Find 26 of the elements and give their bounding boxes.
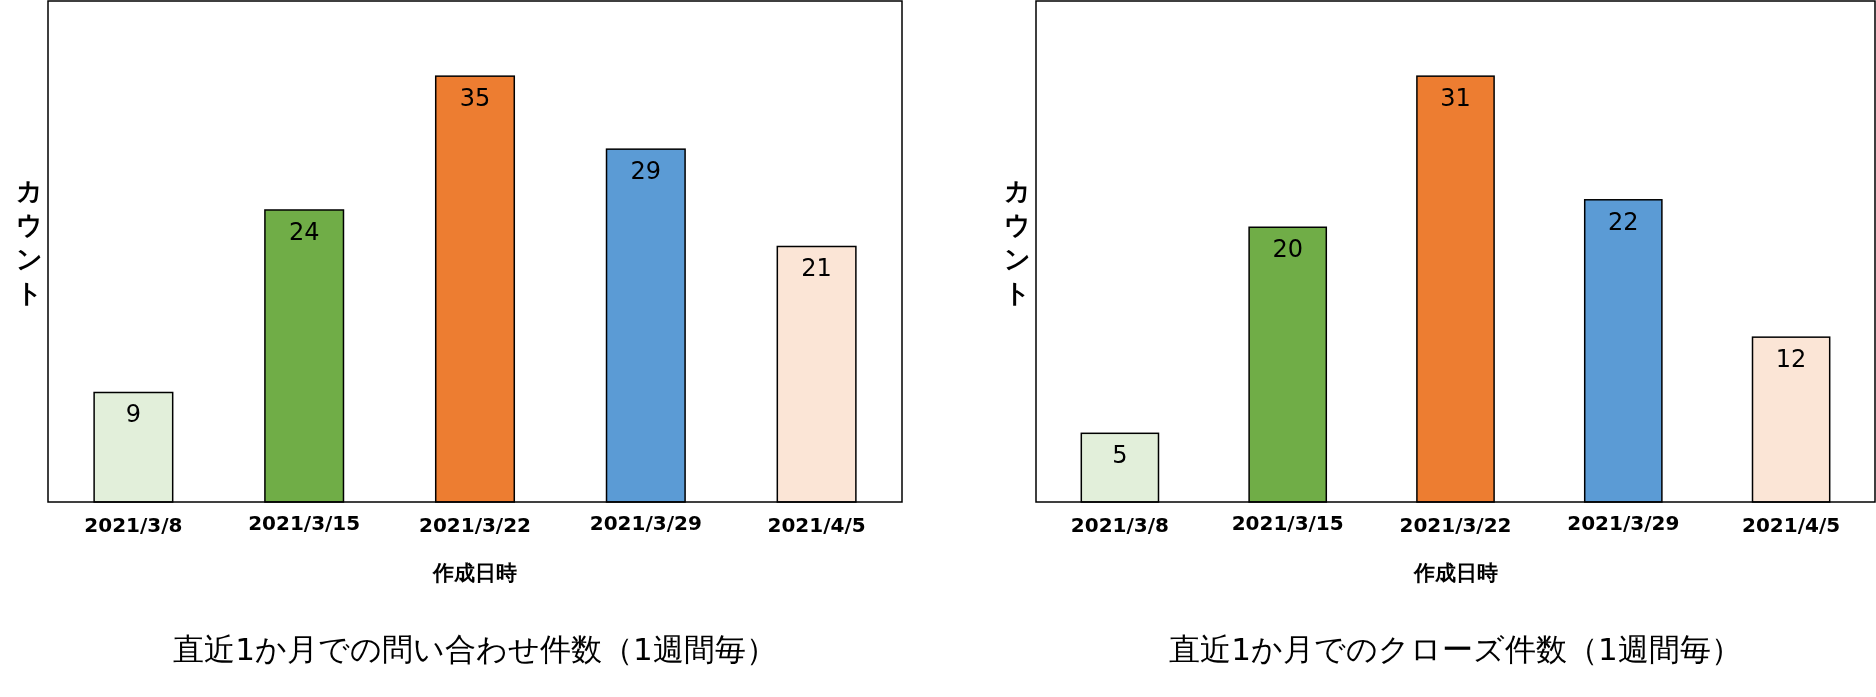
y-axis-title: カウント [1003, 176, 1031, 308]
x-tick-label: 2021/3/29 [589, 511, 702, 535]
y-axis-title: カウント [15, 176, 43, 308]
x-axis-title: 作成日時 [432, 561, 517, 585]
data-label: 22 [1608, 207, 1639, 236]
data-label: 29 [630, 157, 662, 186]
data-label: 35 [459, 84, 491, 113]
text: 直近1か月での問い合わせ件数（1週間毎） [173, 631, 777, 667]
data-label: 5 [1112, 441, 1128, 470]
x-tick-label: 2021/3/8 [1070, 513, 1169, 537]
data-label: 24 [288, 217, 320, 246]
x-tick-label: 2021/3/22 [1399, 513, 1512, 537]
data-label: 9 [125, 400, 142, 429]
x-tick-label: 2021/3/15 [248, 511, 361, 535]
x-tick-label: 2021/4/5 [1742, 513, 1841, 537]
data-label: 21 [801, 254, 832, 283]
data-label: 31 [1440, 84, 1471, 113]
x-axis-title: 作成日時 [1412, 561, 1498, 585]
x-tick-label: 2021/3/22 [418, 513, 532, 537]
data-label: 12 [1775, 345, 1807, 374]
text: 直近1か月でのクローズ件数（1週間毎） [1169, 631, 1742, 667]
x-tick-label: 2021/3/15 [1231, 511, 1344, 535]
x-tick-label: 2021/3/29 [1567, 511, 1680, 535]
x-tick-label: 2021/3/8 [84, 513, 183, 537]
x-tick-label: 2021/4/5 [767, 513, 866, 537]
data-label: 20 [1272, 235, 1303, 264]
